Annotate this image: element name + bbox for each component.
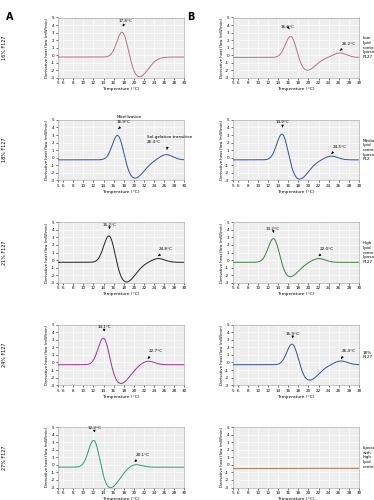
Text: 26.4°C: 26.4°C [341,350,355,358]
Text: 18% F127: 18% F127 [2,138,7,162]
Text: 18% F127: 18% F127 [363,350,373,359]
Text: 14.1°C: 14.1°C [98,326,111,331]
Text: 14.9°C: 14.9°C [276,120,289,127]
Text: 17.8°C: 17.8°C [119,19,133,26]
Text: 24.8°C: 24.8°C [159,247,173,256]
Text: High lipid content liposome-18% F127: High lipid content liposome-18% F127 [363,242,374,264]
X-axis label: Temperature (°C): Temperature (°C) [102,88,140,92]
Text: 26.2°C: 26.2°C [340,42,355,50]
X-axis label: Temperature (°C): Temperature (°C) [277,292,315,296]
Text: Medium lipid content liposome-18% F12: Medium lipid content liposome-18% F12 [363,139,374,162]
Text: Micellization
16.9°C: Micellization 16.9°C [116,115,141,128]
X-axis label: Temperature (°C): Temperature (°C) [102,394,140,398]
X-axis label: Temperature (°C): Temperature (°C) [277,497,315,500]
Text: 22.0°C: 22.0°C [319,247,334,256]
Text: 15.2°C: 15.2°C [102,223,116,228]
Y-axis label: Derivative heat flow (mW/min): Derivative heat flow (mW/min) [45,18,49,78]
Text: A: A [6,12,13,22]
Text: Liposome with high lipid content: Liposome with high lipid content [363,446,374,468]
Y-axis label: Derivative heat flow (mW/min): Derivative heat flow (mW/min) [45,222,49,282]
X-axis label: Temperature (°C): Temperature (°C) [277,190,315,194]
Y-axis label: Derivative heat flow (mW/min): Derivative heat flow (mW/min) [45,325,49,385]
Text: 24% F127: 24% F127 [2,342,7,367]
Text: Low lipid content liposome-18% F127: Low lipid content liposome-18% F127 [363,36,374,59]
X-axis label: Temperature (°C): Temperature (°C) [277,394,315,398]
Text: 16% F127: 16% F127 [2,36,7,60]
Y-axis label: Derivative heat flow (mW/min): Derivative heat flow (mW/min) [45,428,49,488]
Text: 16.6°C: 16.6°C [280,25,295,29]
Text: 27% F127: 27% F127 [2,445,7,469]
X-axis label: Temperature (°C): Temperature (°C) [102,497,140,500]
Text: 24.5°C: 24.5°C [332,144,347,154]
Text: 12.2°C: 12.2°C [87,426,101,432]
Y-axis label: Derivative heat flow (mW/min): Derivative heat flow (mW/min) [45,120,49,180]
Text: 22.7°C: 22.7°C [148,350,163,358]
Text: 20.1°C: 20.1°C [135,454,149,462]
Text: B: B [187,12,194,22]
Text: 13.2°C: 13.2°C [266,226,279,232]
Text: 21% F127: 21% F127 [2,240,7,265]
X-axis label: Temperature (°C): Temperature (°C) [277,88,315,92]
X-axis label: Temperature (°C): Temperature (°C) [102,190,140,194]
X-axis label: Temperature (°C): Temperature (°C) [102,292,140,296]
Y-axis label: Derivative heat flow (mW/min): Derivative heat flow (mW/min) [220,120,224,180]
Y-axis label: Derivative heat flow (mW/min): Derivative heat flow (mW/min) [220,18,224,78]
Y-axis label: Derivative heat flow (mW/min): Derivative heat flow (mW/min) [220,222,224,282]
Y-axis label: Derivative heat flow (mW/min): Derivative heat flow (mW/min) [220,428,224,488]
Y-axis label: Derivative heat flow (mW/min): Derivative heat flow (mW/min) [220,325,224,385]
Text: 16.9°C: 16.9°C [286,332,300,338]
Text: Sol-gelation transition
26.4°C: Sol-gelation transition 26.4°C [147,136,192,149]
